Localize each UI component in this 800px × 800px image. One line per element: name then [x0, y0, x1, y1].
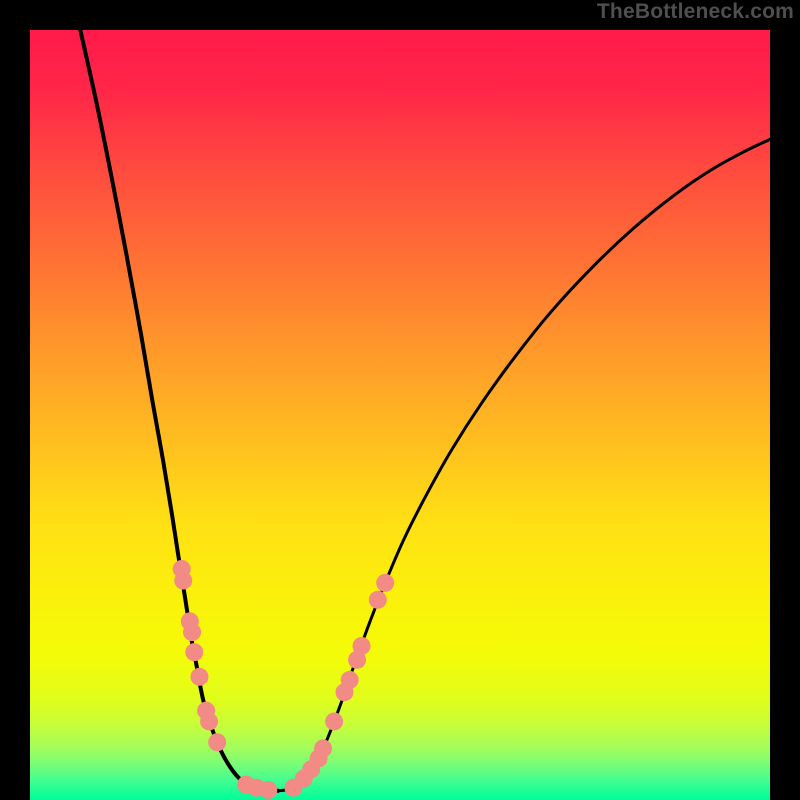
- data-marker: [185, 643, 203, 661]
- data-marker: [314, 739, 332, 757]
- data-marker: [341, 671, 359, 689]
- data-marker: [259, 781, 277, 799]
- data-marker: [200, 712, 218, 730]
- data-marker: [183, 623, 201, 641]
- data-marker: [208, 733, 226, 751]
- attribution-text: TheBottleneck.com: [597, 0, 794, 24]
- data-marker: [325, 712, 343, 730]
- chart-svg: [30, 30, 770, 800]
- data-marker: [190, 668, 208, 686]
- data-marker: [376, 574, 394, 592]
- plot-area: [30, 30, 770, 800]
- data-marker: [174, 572, 192, 590]
- chart-stage: TheBottleneck.com: [0, 0, 800, 800]
- data-marker: [353, 637, 371, 655]
- data-marker: [369, 591, 387, 609]
- gradient-background: [30, 30, 770, 800]
